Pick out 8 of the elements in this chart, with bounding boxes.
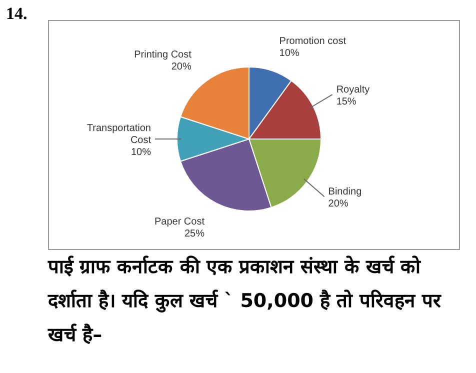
slice-label: Transportation Cost <box>86 123 152 146</box>
data-label: 15% <box>336 96 356 108</box>
annotation: पाई ग्राफ कर्नाटक की एक प्रकाशन संस्था के खर्च को दर्शाता है। यदि कुल खर्च ` 50,000 है तो परिवहन पर खर्च है– <box>48 254 442 348</box>
data-label: 20% <box>328 198 348 210</box>
slice-label: Royalty <box>336 84 370 96</box>
data-label: 10% <box>130 147 152 158</box>
annotation: 14. <box>6 4 28 24</box>
slice-label: Binding <box>328 186 362 198</box>
